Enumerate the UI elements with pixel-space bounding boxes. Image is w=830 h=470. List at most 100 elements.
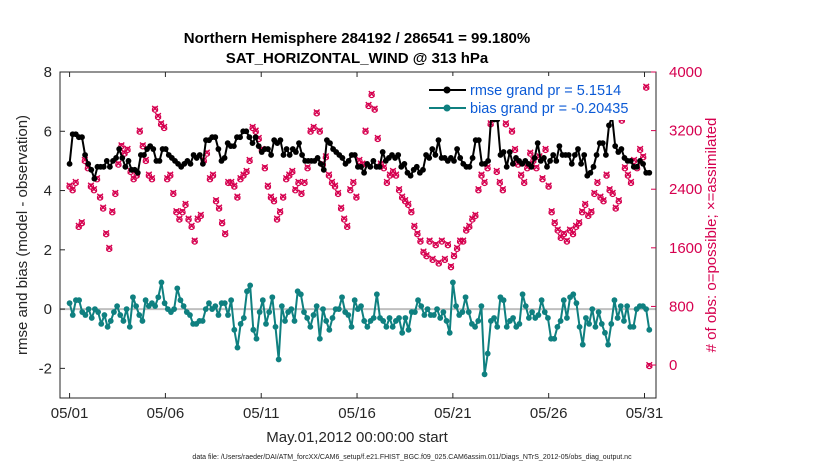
bias-point: [595, 309, 602, 315]
obs-assimilated-marker: [362, 127, 369, 134]
obs-count-point: [301, 178, 308, 187]
obs-assimilated-marker: [539, 174, 546, 182]
bias-point: [446, 329, 453, 336]
rmse-point: [633, 163, 640, 170]
obs-assimilated-marker: [325, 171, 333, 178]
rmse-point: [243, 128, 250, 135]
obs-possible-marker: [310, 124, 317, 132]
obs-assimilated-marker: [90, 185, 98, 193]
bias-point: [310, 312, 317, 318]
obs-count-point: [429, 255, 436, 264]
bias-point: [177, 297, 184, 304]
bias-point: [519, 291, 526, 298]
bias-point: [114, 303, 120, 310]
obs-possible-marker: [402, 198, 409, 205]
obs-count-point: [560, 229, 568, 238]
rmse-point: [292, 149, 299, 155]
obs-possible-marker: [578, 208, 586, 216]
bias-point: [358, 303, 364, 310]
rmse-point: [627, 158, 634, 164]
rmse-point: [88, 166, 95, 173]
obs-count-point: [188, 222, 195, 231]
rmse-point: [252, 134, 259, 141]
rmse-point: [351, 152, 358, 158]
obs-possible-marker: [185, 216, 192, 223]
obs-possible-marker: [316, 128, 323, 135]
bias-point: [484, 350, 491, 357]
rmse-point: [187, 160, 194, 167]
obs-count-point: [99, 204, 107, 212]
obs-assimilated-marker: [334, 189, 342, 197]
obs-possible-marker: [209, 172, 217, 179]
bias-point: [434, 306, 440, 312]
obs-possible-marker: [371, 106, 378, 113]
obs-count-point: [371, 105, 378, 113]
obs-assimilated-marker: [575, 218, 583, 226]
rmse-point: [429, 146, 436, 152]
rmse-point: [286, 152, 293, 158]
obs-possible-marker: [218, 219, 226, 227]
bias-point: [605, 341, 612, 348]
bias-point: [405, 326, 412, 333]
obs-possible-marker: [395, 187, 403, 194]
obs-assimilated-marker: [542, 145, 549, 153]
obs-assimilated-marker: [289, 167, 296, 175]
obs-count-point: [603, 171, 610, 179]
obs-possible-marker: [365, 102, 372, 110]
obs-count-point: [176, 215, 183, 223]
obs-possible-marker: [609, 190, 616, 198]
rmse-point: [469, 155, 476, 161]
obs-possible-marker: [231, 183, 238, 190]
obs-assimilated-marker: [438, 237, 446, 244]
bias-point: [411, 309, 418, 315]
obs-assimilated-marker: [197, 211, 205, 219]
obs-possible-marker: [139, 143, 147, 150]
rmse-point: [466, 163, 473, 170]
bias-point: [266, 309, 273, 315]
obs-assimilated-marker: [105, 244, 113, 252]
obs-count-point: [600, 196, 607, 205]
obs-possible-marker: [304, 165, 311, 172]
rmse-point: [119, 155, 126, 161]
rmse-point: [113, 155, 119, 161]
bias-point: [130, 294, 136, 301]
bias-point: [430, 312, 437, 318]
obs-count-point: [408, 207, 415, 216]
bias-point: [123, 306, 130, 312]
rmse-point: [426, 155, 433, 161]
obs-assimilated-marker: [569, 229, 577, 237]
obs-possible-marker: [606, 187, 613, 194]
chart-title: Northern Hemisphere 284192 / 286541 = 99…: [184, 30, 530, 47]
rmse-point: [646, 169, 653, 176]
obs-assimilated-marker: [554, 226, 562, 233]
obs-assimilated-marker: [395, 185, 403, 193]
obs-possible-marker: [66, 183, 73, 190]
obs-possible-marker: [337, 205, 345, 212]
rmse-point: [578, 160, 584, 167]
obs-count-point: [124, 145, 131, 154]
obs-count-point: [191, 237, 198, 245]
obs-assimilated-marker: [69, 185, 76, 193]
bias-point: [247, 282, 254, 289]
bias-point: [320, 306, 326, 312]
obs-assimilated-marker: [139, 141, 147, 149]
obs-count-point: [383, 178, 391, 187]
rmse-point: [199, 160, 206, 167]
obs-count-point: [313, 108, 321, 117]
legend-rmse-label: rmse grand pr = 5.1514: [470, 83, 621, 99]
obs-count-point: [642, 83, 650, 91]
obs-assimilated-marker: [432, 240, 440, 248]
obs-count-point: [331, 182, 339, 190]
obs-assimilated-marker: [231, 182, 238, 189]
obs-possible-marker: [520, 179, 528, 187]
x-tick-label: 05/31: [626, 405, 664, 422]
obs-assimilated-marker: [499, 185, 507, 193]
bias-point: [602, 329, 608, 336]
obs-assimilated-marker: [246, 156, 253, 164]
obs-count-point: [276, 207, 284, 216]
obs-count-point: [581, 200, 589, 209]
bias-point: [535, 312, 542, 318]
obs-possible-marker: [252, 128, 259, 135]
obs-count-point: [115, 160, 122, 168]
rmse-point: [79, 134, 85, 141]
